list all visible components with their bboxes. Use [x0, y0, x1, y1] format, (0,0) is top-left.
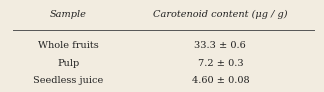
Text: 33.3 ± 0.6: 33.3 ± 0.6 — [194, 41, 246, 51]
Text: Carotenoid content (μg / g): Carotenoid content (μg / g) — [153, 10, 288, 19]
Text: Pulp: Pulp — [57, 59, 79, 68]
Text: 4.60 ± 0.08: 4.60 ± 0.08 — [191, 76, 249, 85]
Text: Whole fruits: Whole fruits — [38, 41, 98, 51]
Text: 7.2 ± 0.3: 7.2 ± 0.3 — [198, 59, 243, 68]
Text: Seedless juice: Seedless juice — [33, 76, 103, 85]
Text: Sample: Sample — [50, 10, 87, 19]
